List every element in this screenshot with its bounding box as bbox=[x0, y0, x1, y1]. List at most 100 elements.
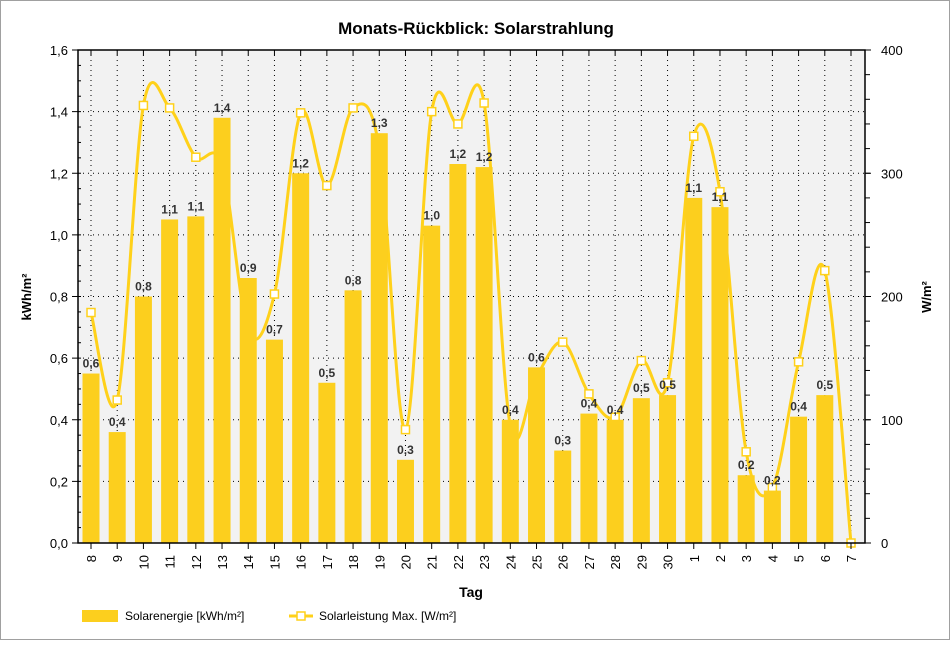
bar-data-label: 0,8 bbox=[345, 273, 362, 287]
bar-data-label: 1,2 bbox=[476, 150, 493, 164]
plot-border bbox=[77, 49, 866, 544]
legend: Solarenergie [kWh/m²] Solarleistung Max.… bbox=[82, 609, 456, 623]
x-tick-label: 24 bbox=[503, 555, 518, 569]
x-tick-label: 13 bbox=[215, 555, 230, 569]
bar-data-label: 0,6 bbox=[83, 357, 100, 371]
bar-data-label: 1,1 bbox=[685, 181, 702, 195]
y2-tick-label: 200 bbox=[881, 290, 903, 305]
x-tick-label: 21 bbox=[425, 555, 440, 569]
bar-data-label: 0,3 bbox=[397, 443, 414, 457]
bar bbox=[580, 413, 598, 543]
bar bbox=[606, 419, 624, 543]
bar bbox=[528, 367, 546, 543]
bar-data-label: 1,2 bbox=[292, 156, 309, 170]
line-marker bbox=[557, 337, 568, 347]
bar bbox=[790, 416, 808, 543]
bar-data-label: 0,2 bbox=[738, 458, 755, 472]
bar bbox=[632, 398, 650, 543]
y-tick-label: 0,6 bbox=[50, 351, 68, 366]
line-marker bbox=[295, 108, 306, 118]
x-tick-label: 29 bbox=[634, 555, 649, 569]
bar-data-label: 0,5 bbox=[319, 366, 336, 380]
axes: 0,0 0,2 0,4 0,6 0,8 1,0 1,2 1,4 1,6 0 100 200 300 400… bbox=[50, 43, 903, 569]
x-tick-label: 2 bbox=[713, 555, 728, 562]
bar bbox=[108, 432, 126, 543]
bar-data-label: 0,4 bbox=[790, 400, 807, 414]
bar bbox=[711, 207, 729, 544]
x-tick-label: 26 bbox=[556, 555, 571, 569]
line-marker bbox=[86, 307, 96, 318]
x-tick-label: 23 bbox=[477, 555, 492, 569]
bar-data-label: 0,8 bbox=[135, 280, 152, 294]
x-tick-label: 4 bbox=[765, 555, 780, 562]
bar bbox=[134, 296, 152, 543]
bar bbox=[554, 450, 572, 543]
bar-data-label: 0,4 bbox=[109, 415, 126, 429]
bar bbox=[816, 395, 834, 543]
y-tick-label: 0,0 bbox=[50, 536, 68, 551]
line-marker bbox=[662, 378, 673, 388]
x-tick-label: 19 bbox=[372, 555, 387, 569]
x-tick-label: 9 bbox=[110, 555, 125, 562]
bar-data-label: 1,3 bbox=[371, 116, 388, 130]
bar-data-label: 0,9 bbox=[240, 261, 257, 275]
bar bbox=[318, 382, 336, 543]
line-marker bbox=[636, 355, 647, 366]
line-marker bbox=[348, 103, 358, 113]
x-tick-label: 5 bbox=[792, 555, 807, 562]
line-marker bbox=[112, 395, 122, 405]
bar-data-label: 0,5 bbox=[816, 378, 833, 392]
line-marker bbox=[426, 106, 437, 117]
bar-data-label: 1,2 bbox=[450, 147, 467, 161]
bar-data-label: 0,5 bbox=[633, 381, 650, 395]
y-tick-label: 1,4 bbox=[50, 105, 68, 120]
x-tick-label: 27 bbox=[582, 555, 597, 569]
line-marker bbox=[191, 152, 201, 162]
line-marker bbox=[269, 289, 280, 299]
bar-data-label: 0,3 bbox=[554, 434, 571, 448]
bars bbox=[82, 117, 834, 544]
y2-tick-label: 100 bbox=[881, 413, 903, 428]
bar bbox=[475, 167, 493, 543]
x-tick-label: 30 bbox=[661, 555, 676, 569]
y-tick-label: 0,8 bbox=[50, 290, 68, 305]
x-tick-label: 6 bbox=[818, 555, 833, 562]
bar-data-label: 0,4 bbox=[581, 397, 598, 411]
x-tick-label: 22 bbox=[451, 555, 466, 569]
bar bbox=[187, 216, 205, 543]
bar-data-label: 1,0 bbox=[423, 209, 440, 223]
bar bbox=[161, 219, 179, 543]
x-tick-label: 7 bbox=[844, 555, 859, 562]
x-tick-label: 12 bbox=[189, 555, 204, 569]
y-tick-label: 1,2 bbox=[50, 166, 68, 181]
x-tick-label: 20 bbox=[398, 555, 413, 569]
bar bbox=[659, 395, 677, 543]
bar bbox=[292, 173, 310, 543]
bar bbox=[501, 419, 519, 543]
bar bbox=[396, 459, 414, 543]
legend-label-bar: Solarenergie [kWh/m²] bbox=[125, 609, 244, 623]
bar bbox=[344, 290, 362, 543]
bar-data-label: 1,1 bbox=[187, 199, 204, 213]
data-labels: 0,6 0,4 0,8 1,1 1,1 1,4 0,9 0,7 1,2 0,5 0,8 1,3 0,3 1… bbox=[83, 101, 834, 488]
bar bbox=[213, 117, 231, 543]
line-marker bbox=[322, 180, 332, 191]
bar-data-label: 0,4 bbox=[502, 403, 519, 417]
line-marker bbox=[453, 119, 463, 129]
x-tick-label: 25 bbox=[530, 555, 545, 569]
bar-data-label: 0,6 bbox=[528, 350, 545, 364]
bar bbox=[423, 225, 441, 543]
x-tick-label: 15 bbox=[267, 555, 282, 569]
y-tick-label: 0,2 bbox=[50, 474, 68, 489]
y-tick-label: 0,4 bbox=[50, 413, 68, 428]
y2-tick-label: 400 bbox=[881, 43, 903, 58]
bar-data-label: 0,4 bbox=[607, 403, 624, 417]
x-tick-label: 16 bbox=[294, 555, 309, 569]
bar-data-label: 0,2 bbox=[764, 474, 781, 488]
bar bbox=[737, 475, 755, 543]
x-tick-label: 14 bbox=[241, 555, 256, 569]
bar bbox=[239, 278, 257, 543]
bar bbox=[449, 164, 467, 543]
x-tick-label: 1 bbox=[687, 555, 702, 562]
